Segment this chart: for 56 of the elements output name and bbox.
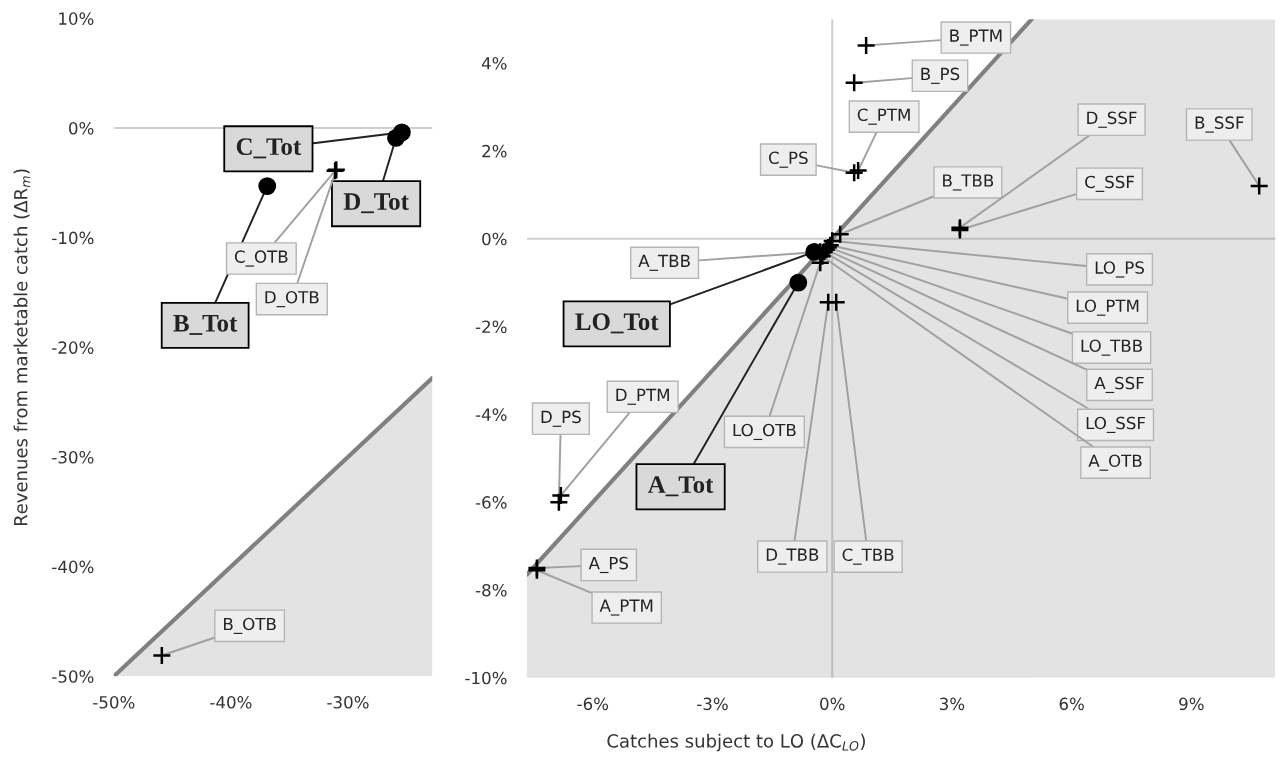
annotation: C_Tot — [236, 138, 302, 159]
annotation: A_TBB — [638, 254, 690, 271]
annotation: A_PTM — [599, 599, 653, 616]
y-tick-label: -20% — [52, 341, 94, 354]
annotation: C_PS — [768, 151, 808, 168]
annotation: LO_Tot — [575, 313, 659, 334]
annotation: C_TBB — [842, 548, 894, 565]
annotation: A_OTB — [1088, 454, 1142, 471]
annotation: LO_TBB — [1081, 339, 1142, 356]
annotation: D_Tot — [343, 193, 409, 214]
y-tick-label: 0% — [482, 232, 507, 246]
x-tick-label: 3% — [939, 697, 965, 711]
annotation: D_PS — [541, 410, 581, 427]
y-tick-label: 4% — [481, 57, 507, 70]
annotation: B_TBB — [943, 174, 994, 191]
x-tick-label: -30% — [327, 696, 369, 709]
annotation: D_TBB — [766, 548, 819, 565]
annotation: A_Tot — [647, 476, 714, 497]
annotation: A_SSF — [1094, 376, 1144, 394]
annotation: D_SSF — [1087, 111, 1137, 128]
annotation: A_PS — [588, 556, 629, 574]
annotation: C_OTB — [234, 250, 288, 267]
y-tick-label: -10% — [465, 671, 507, 685]
y-tick-label: -6% — [475, 496, 507, 509]
y-tick-label: -30% — [52, 450, 94, 464]
annotation: LO_OTB — [733, 423, 796, 441]
annotation: D_PTM — [616, 388, 669, 405]
annotation: B_Tot — [173, 315, 238, 335]
y-tick-label: -50% — [52, 670, 94, 683]
annotation: LO_PS — [1095, 261, 1144, 278]
x-tick-label: 6% — [1059, 697, 1084, 711]
x-tick-label: -3% — [697, 697, 728, 711]
y-tick-label: -2% — [475, 320, 507, 334]
y-tick-label: -4% — [475, 408, 507, 421]
x-tick-label: 9% — [1179, 697, 1204, 711]
x-tick-label: -40% — [210, 696, 252, 709]
x-tick-label: -50% — [93, 696, 135, 709]
annotation: LO_SSF — [1086, 416, 1146, 434]
annotation: LO_PTM — [1076, 299, 1139, 316]
annotation: C_PTM — [857, 108, 910, 125]
annotation: B_PTM — [950, 29, 1002, 46]
annotation: B_OTB — [224, 617, 276, 634]
x-tick-label: -6% — [577, 697, 609, 711]
y-tick-label: -10% — [52, 231, 94, 245]
y-tick-label: -40% — [52, 560, 94, 574]
y-axis-title: Revenues from marketable catch (ΔR$_{m}$) — [13, 169, 31, 526]
x-tick-label: 0% — [820, 697, 845, 711]
y-tick-label: 0% — [69, 121, 94, 135]
annotation: B_PS — [921, 67, 960, 84]
x-axis-title: Catches subject to LO (ΔC$_{LO}$) — [607, 733, 865, 752]
y-tick-label: -8% — [475, 583, 507, 597]
annotation: D_OTB — [265, 290, 319, 308]
annotation: B_SSF — [1195, 116, 1244, 133]
y-tick-label: 2% — [482, 144, 507, 158]
annotation: C_SSF — [1085, 175, 1134, 192]
y-tick-label: 10% — [59, 12, 94, 25]
